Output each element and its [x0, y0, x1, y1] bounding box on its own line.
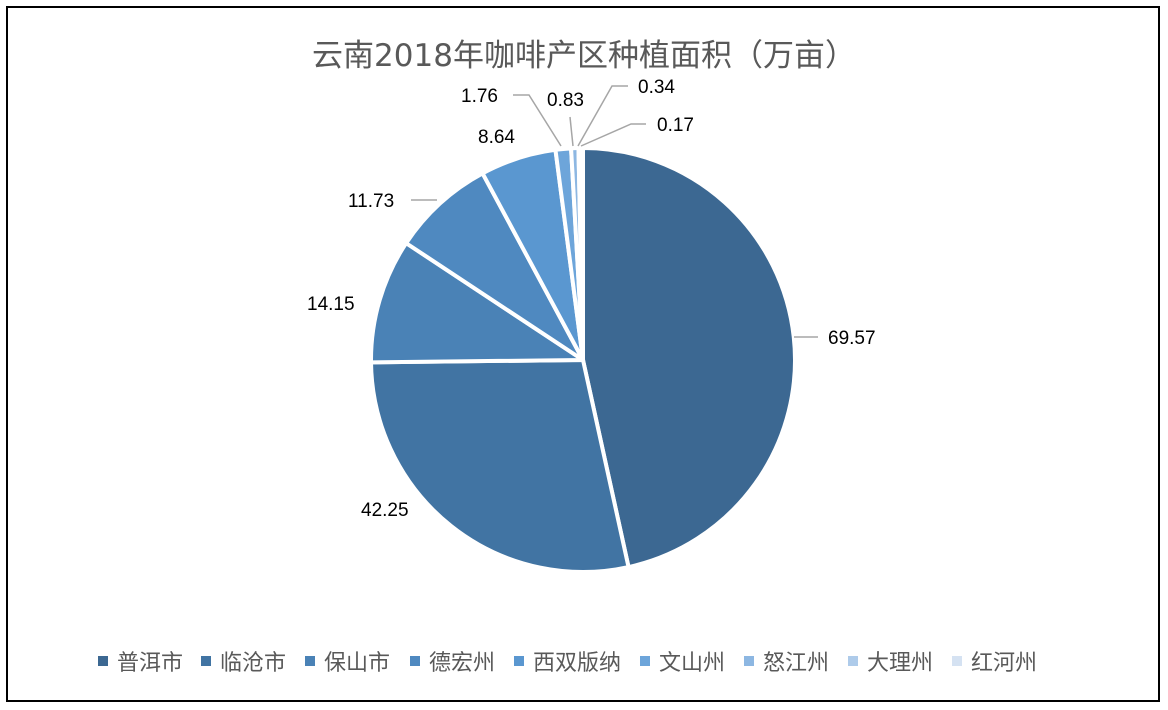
legend-swatch-icon [98, 656, 108, 666]
data-labels: 69.57 42.25 14.15 11.73 8.64 1.76 0.83 0.34 0.17 [307, 77, 876, 521]
legend-item-2: 临沧市 [201, 645, 286, 677]
data-label-6: 1.76 [461, 86, 498, 107]
leader-line-9 [580, 123, 646, 147]
chart-title: 云南2018年咖啡产区种植面积（万亩） [312, 38, 856, 74]
legend-swatch-icon [744, 656, 754, 666]
legend-label: 西双版纳 [533, 651, 622, 676]
legend-label: 保山市 [324, 651, 391, 676]
legend-swatch-icon [410, 656, 420, 666]
pie-slice-4 [404, 171, 585, 362]
legend-item-6: 文山州 [640, 645, 725, 677]
leader-line-7 [569, 116, 574, 147]
data-label-1: 69.57 [828, 328, 876, 349]
data-label-2: 42.25 [361, 500, 409, 521]
legend-label: 怒江州 [763, 651, 830, 676]
legend-item-4: 德宏州 [410, 645, 495, 677]
pie-slices [369, 145, 797, 574]
data-label-9: 0.17 [657, 115, 694, 136]
pie-slice-2 [369, 358, 631, 574]
legend-label: 大理州 [867, 651, 934, 676]
legend-label: 临沧市 [220, 651, 287, 676]
legend-item-7: 怒江州 [744, 645, 829, 677]
legend-swatch-icon [848, 656, 858, 666]
legend-item-1: 普洱市 [98, 645, 183, 677]
legend-swatch-icon [305, 656, 315, 666]
data-label-8: 0.34 [638, 77, 675, 98]
legend-item-9: 红河州 [952, 645, 1037, 677]
leader-line-6 [513, 94, 562, 147]
legend-item-3: 保山市 [305, 645, 390, 677]
legend-label: 红河州 [971, 651, 1038, 676]
legend-swatch-icon [952, 656, 962, 666]
data-label-3: 14.15 [307, 294, 355, 315]
legend-swatch-icon [514, 656, 524, 666]
data-label-7: 0.83 [547, 90, 584, 111]
legend-item-8: 大理州 [848, 645, 933, 677]
legend-item-5: 西双版纳 [514, 645, 621, 677]
legend: 普洱市 临沧市 保山市 德宏州 西双版纳 文山州 怒江州 大理州 红河州 [0, 645, 1168, 677]
pie-slice-3 [369, 241, 585, 365]
leader-line-8 [577, 85, 628, 147]
legend-label: 德宏州 [429, 651, 496, 676]
data-label-4: 11.73 [348, 191, 394, 212]
pie-slice-1 [581, 146, 797, 570]
legend-label: 普洱市 [117, 651, 184, 676]
legend-swatch-icon [640, 656, 650, 666]
legend-swatch-icon [201, 656, 211, 666]
legend-label: 文山州 [659, 651, 726, 676]
data-label-5: 8.64 [478, 127, 515, 148]
leader-lines [411, 85, 818, 338]
pie-slice-9 [579, 145, 585, 362]
